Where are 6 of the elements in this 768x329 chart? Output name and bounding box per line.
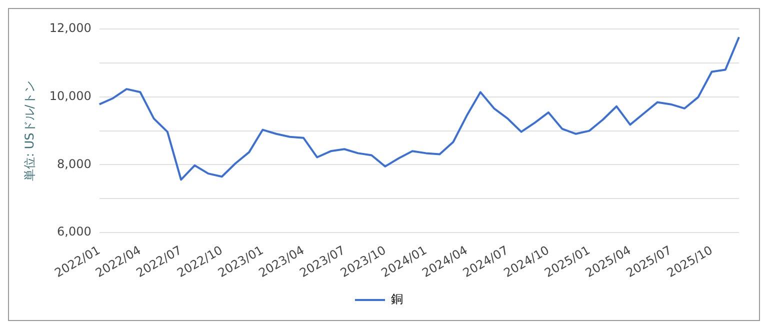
legend-label: 銅	[391, 292, 403, 306]
y-tick-label: 12,000	[49, 21, 92, 36]
y-axis-title: 単位: USドル/トン	[22, 80, 36, 181]
y-tick-label: 8,000	[57, 156, 92, 171]
y-tick-label: 6,000	[57, 224, 92, 239]
y-tick-label: 10,000	[49, 88, 92, 103]
